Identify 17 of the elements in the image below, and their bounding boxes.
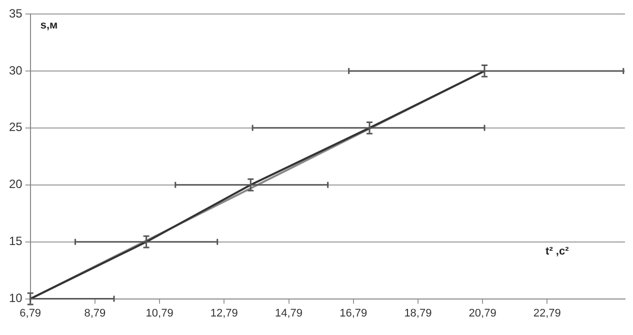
x-tick-label: 18,79 xyxy=(404,307,432,320)
x-tick-label: 14,79 xyxy=(274,307,303,320)
x-tick-label: 10,79 xyxy=(146,307,174,320)
y-tick-label: 25 xyxy=(8,120,23,134)
x-axis-title: t² ,c² xyxy=(546,245,570,258)
x-tick-label: 22,79 xyxy=(533,307,561,320)
y-axis-title: s,м xyxy=(40,20,58,32)
y-tick-label: 10 xyxy=(8,291,23,306)
x-tick-label: 16,79 xyxy=(340,307,368,320)
x-tick-label: 20,79 xyxy=(468,307,496,320)
y-tick-label: 30 xyxy=(8,63,23,78)
x-tick-label: 6,79 xyxy=(20,307,42,320)
y-tick-label: 35 xyxy=(8,6,23,20)
y-tick-label: 20 xyxy=(8,177,23,192)
x-tick-label: 8,79 xyxy=(84,307,106,320)
y-tick-label: 15 xyxy=(8,234,23,248)
x-tick-label: 12,79 xyxy=(210,307,238,320)
